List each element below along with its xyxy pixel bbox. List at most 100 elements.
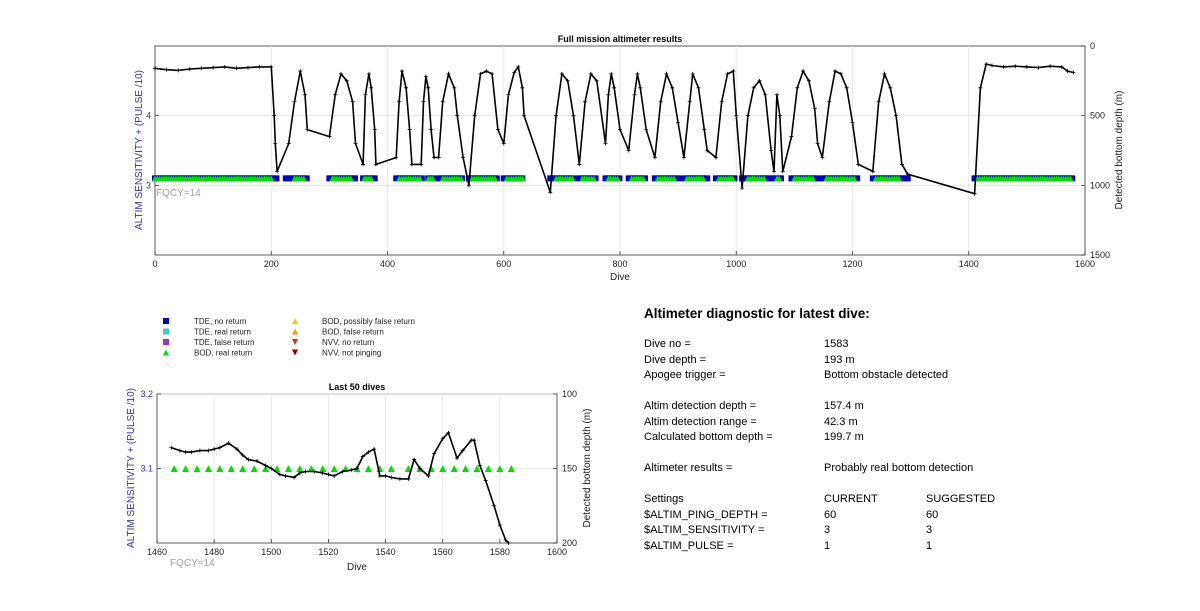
setting-row: $ALTIM_SENSITIVITY = 3 3 bbox=[644, 523, 1164, 539]
bod-marker bbox=[640, 175, 647, 182]
bod-marker bbox=[519, 175, 526, 182]
bod-marker bbox=[387, 465, 395, 472]
series-detected-bottom-depth bbox=[153, 62, 1076, 196]
calc-depth-value: 199.7 m bbox=[824, 431, 864, 443]
results-value: Probably real bottom detection bbox=[824, 462, 974, 474]
depth-point bbox=[618, 127, 622, 132]
depth-point bbox=[302, 92, 307, 97]
y-right-tick-label: 1500 bbox=[1090, 250, 1110, 260]
depth-point bbox=[355, 466, 359, 471]
bod-marker bbox=[182, 465, 190, 472]
main-grid bbox=[155, 46, 1085, 255]
bod-marker bbox=[319, 465, 327, 472]
tde-marker bbox=[904, 175, 911, 182]
bod-marker bbox=[484, 465, 492, 472]
setting-name: $ALTIM_PULSE = bbox=[644, 539, 734, 552]
x-tick-label: 400 bbox=[380, 259, 395, 269]
y-right-tick-label: 1000 bbox=[1090, 180, 1110, 190]
depth-point bbox=[283, 473, 288, 478]
depth-point bbox=[255, 459, 259, 464]
depth-point bbox=[472, 113, 477, 118]
depth-point bbox=[240, 453, 245, 458]
calc-depth-label: Calculated bottom depth = bbox=[644, 431, 773, 443]
depth-point bbox=[263, 463, 268, 468]
detect-depth-value: 157.4 m bbox=[824, 400, 864, 412]
depth-point bbox=[870, 169, 875, 174]
bod-marker bbox=[1067, 175, 1074, 182]
tde-marker bbox=[675, 175, 682, 182]
depth-point bbox=[189, 450, 194, 455]
x-tick-label: 0 bbox=[152, 259, 157, 269]
depth-point bbox=[211, 65, 216, 70]
apogee-value: Bottom obstacle detected bbox=[824, 369, 949, 381]
depth-point bbox=[856, 162, 861, 167]
depth-point bbox=[303, 469, 308, 474]
depth-point bbox=[522, 113, 527, 118]
depth-point bbox=[446, 430, 451, 435]
depth-point bbox=[344, 78, 349, 83]
depth-point bbox=[632, 92, 637, 97]
depth-point bbox=[360, 454, 365, 459]
depth-point bbox=[583, 99, 588, 104]
depth-point bbox=[350, 99, 355, 104]
bod-marker bbox=[239, 465, 247, 472]
legend-marker bbox=[292, 318, 298, 324]
settings-header-row: Settings CURRENT SUGGESTED bbox=[644, 492, 1164, 508]
depth-point bbox=[369, 85, 374, 90]
depth-point bbox=[361, 162, 366, 167]
legend-item: TDE, false return bbox=[163, 338, 254, 347]
depth-point bbox=[478, 71, 483, 76]
tde-marker bbox=[616, 175, 623, 182]
bod-marker bbox=[347, 175, 354, 182]
x-tick-label: 200 bbox=[264, 259, 279, 269]
depth-point bbox=[372, 447, 377, 452]
depth-point bbox=[571, 113, 576, 118]
x-tick-label: 1200 bbox=[842, 259, 862, 269]
bod-marker bbox=[851, 175, 858, 182]
x-tick-label: 800 bbox=[612, 259, 627, 269]
y-right-tick-label: 500 bbox=[1090, 111, 1105, 121]
depth-point bbox=[1059, 64, 1064, 69]
depth-point bbox=[894, 113, 899, 118]
x-tick-label: 1460 bbox=[147, 547, 167, 557]
bod-marker bbox=[729, 175, 736, 182]
depth-point bbox=[436, 155, 441, 160]
depth-point bbox=[899, 162, 904, 167]
depth-point bbox=[1036, 65, 1041, 70]
tde-marker bbox=[418, 175, 425, 182]
depth-point bbox=[339, 71, 343, 76]
depth-point bbox=[658, 99, 663, 104]
depth-point bbox=[520, 85, 525, 90]
detect-depth-row: Altim detection depth = 157.4 m bbox=[644, 399, 1164, 415]
depth-point bbox=[404, 85, 409, 90]
depth-point bbox=[1071, 70, 1076, 75]
depth-point bbox=[461, 155, 466, 160]
depth-point bbox=[972, 191, 977, 196]
depth-point bbox=[235, 447, 239, 452]
suggested-label: SUGGESTED bbox=[926, 493, 996, 505]
depth-point bbox=[681, 155, 686, 160]
depth-point bbox=[292, 99, 297, 104]
depth-point bbox=[844, 85, 849, 90]
apogee-row: Apogee trigger = Bottom obstacle detected bbox=[644, 368, 1164, 384]
depth-point bbox=[763, 92, 768, 97]
depth-point bbox=[406, 476, 411, 481]
depth-point bbox=[652, 155, 657, 160]
main-y-left-label: ALTIM SENSITIVITY + (PULSE /10) bbox=[134, 70, 145, 230]
tde-marker bbox=[592, 175, 599, 182]
tde-marker bbox=[641, 175, 648, 182]
depth-point bbox=[277, 472, 282, 477]
bod-marker bbox=[296, 465, 304, 472]
bod-marker bbox=[473, 465, 481, 472]
depth-point bbox=[298, 69, 303, 74]
small-marks bbox=[169, 430, 515, 545]
bod-marker bbox=[450, 465, 458, 472]
y-right-tick-label: 100 bbox=[562, 389, 577, 399]
depth-point bbox=[490, 71, 495, 76]
depth-point bbox=[984, 62, 989, 67]
depth-point bbox=[815, 141, 820, 146]
depth-point bbox=[206, 448, 211, 453]
depth-point bbox=[312, 469, 317, 474]
legend-marker bbox=[163, 318, 169, 324]
depth-point bbox=[217, 445, 222, 450]
